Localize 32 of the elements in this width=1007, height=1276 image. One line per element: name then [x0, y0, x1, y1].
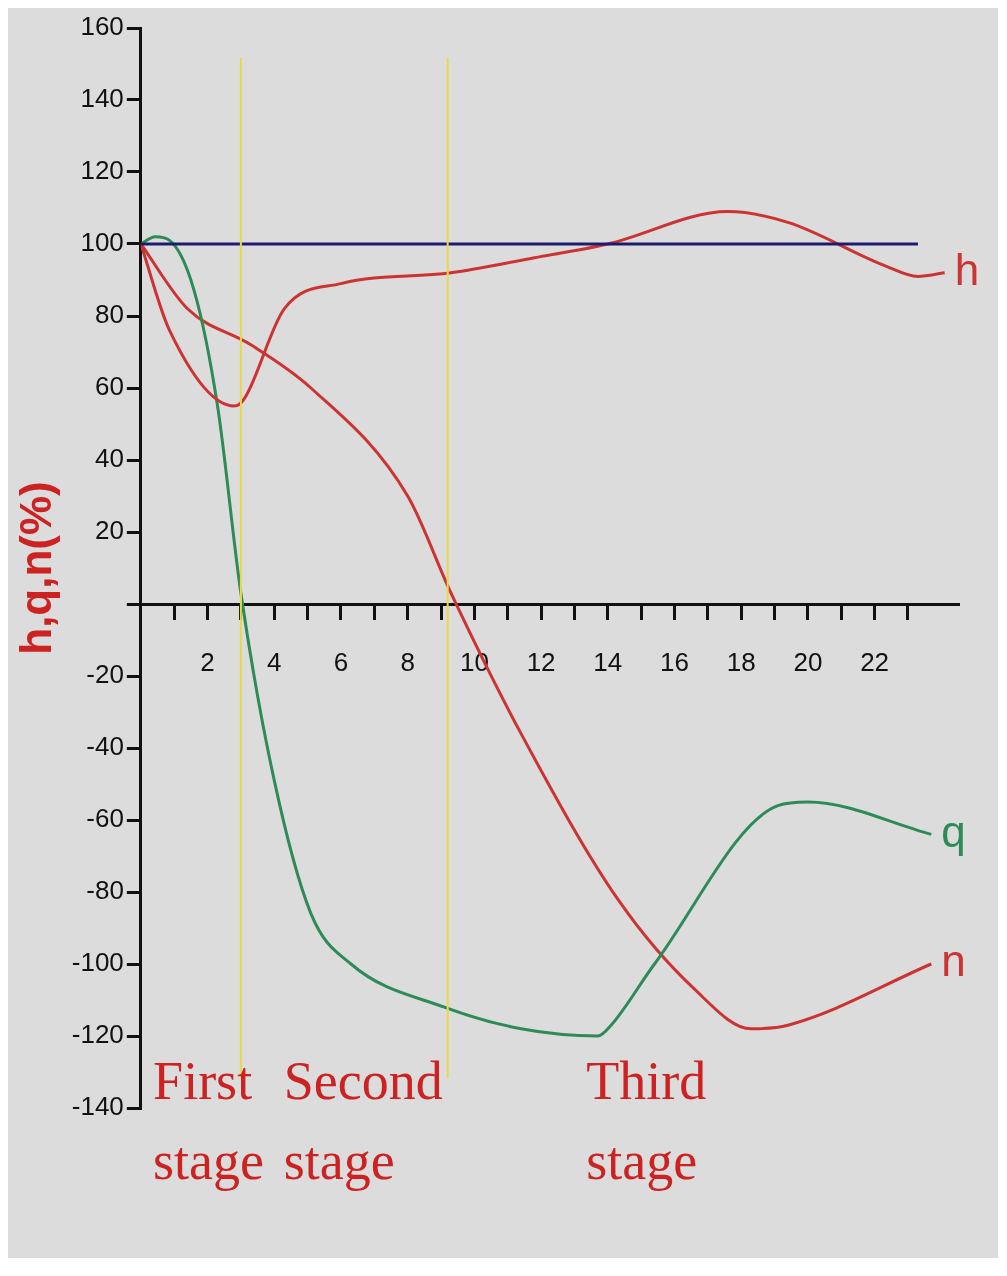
- x-tick-label: 16: [660, 646, 689, 677]
- x-tick-label: 12: [526, 646, 556, 677]
- annotation: Second stage: [283, 1051, 443, 1192]
- series-label: q: [941, 806, 966, 856]
- annotation: Third stage: [586, 1051, 707, 1192]
- y-tick-label: 40: [94, 443, 124, 474]
- x-tick-label: 4: [267, 646, 282, 677]
- annotation: First stage: [153, 1051, 265, 1192]
- x-tick-label: 6: [333, 646, 349, 677]
- y-tick-label: -20: [86, 659, 124, 690]
- x-tick-label: 22: [860, 646, 890, 677]
- y-tick-label: -60: [86, 803, 124, 834]
- y-tick-label: -120: [71, 1019, 124, 1050]
- y-tick-label: 160: [80, 11, 124, 42]
- y-tick-label: 80: [94, 299, 124, 330]
- y-tick-label: -140: [71, 1091, 124, 1122]
- series-label: n: [941, 936, 966, 986]
- y-tick-label: -100: [71, 947, 124, 978]
- x-tick-label: 18: [726, 646, 756, 677]
- y-tick-label: -40: [86, 731, 124, 762]
- y-axis-title: h,q,n(%): [10, 481, 60, 655]
- x-tick-label: 2: [200, 646, 215, 677]
- y-tick-label: 20: [94, 515, 124, 546]
- x-tick-label: 20: [793, 646, 823, 677]
- series-label: h: [954, 244, 980, 294]
- y-tick-label: -80: [86, 875, 124, 906]
- y-tick-label: 100: [80, 227, 124, 258]
- y-tick-label: 60: [94, 371, 124, 402]
- y-tick-label: 140: [80, 83, 124, 114]
- x-tick-label: 8: [400, 646, 415, 677]
- x-tick-label: 14: [593, 646, 623, 677]
- y-tick-label: 120: [80, 155, 124, 186]
